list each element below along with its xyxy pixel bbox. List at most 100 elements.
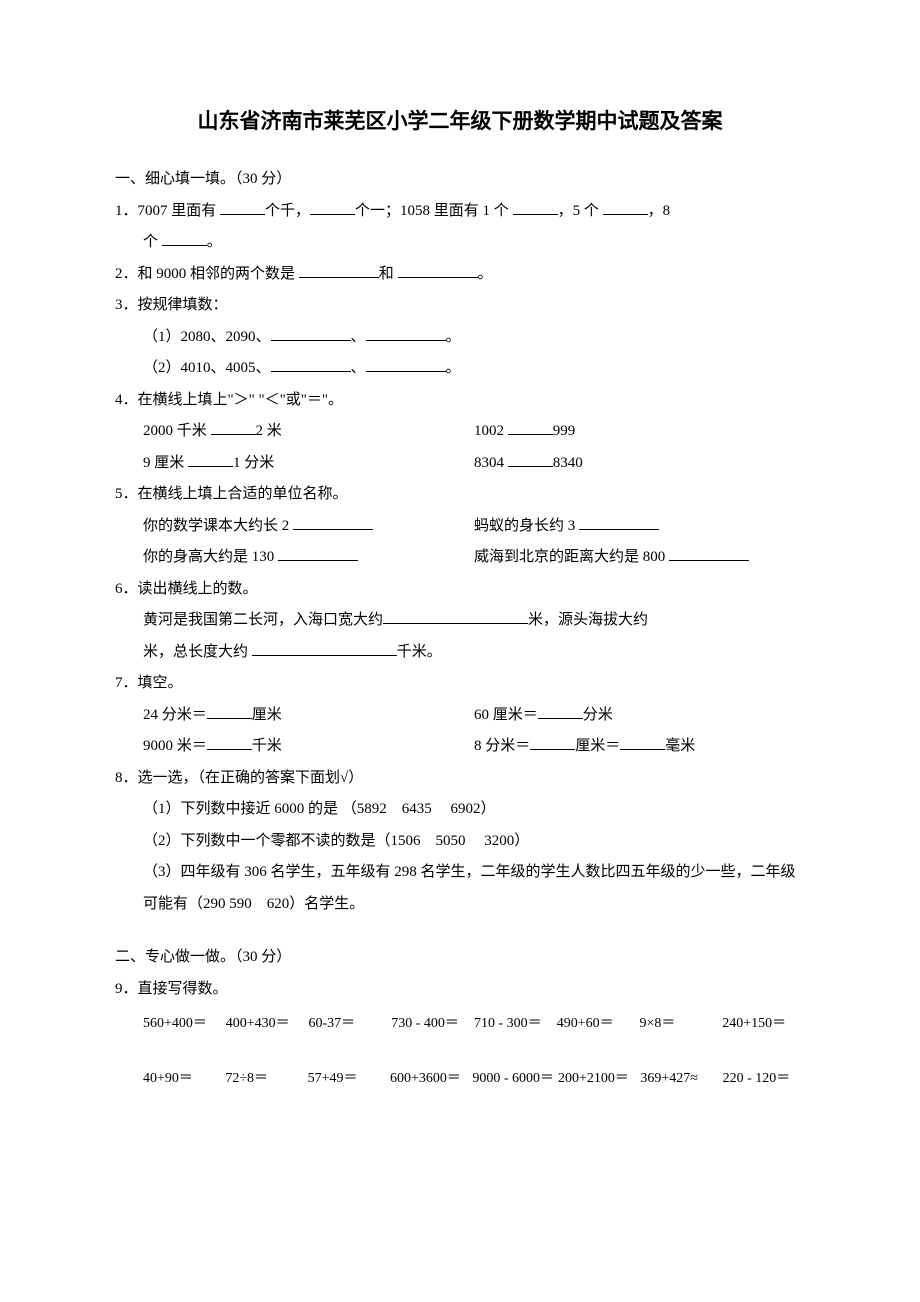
q3-s2: （2）4010、4005、 xyxy=(143,360,271,376)
calc-cell: 220 ‐ 120＝ xyxy=(723,1064,805,1093)
q3-num: 3． xyxy=(115,297,138,313)
blank xyxy=(220,200,265,215)
q5-r2a: 你的身高大约是 130 xyxy=(143,549,278,565)
blank xyxy=(207,735,252,750)
calc-cell: 730 ‐ 400＝ xyxy=(391,1009,474,1038)
q8-head: 选一选，（在正确的答案下面划√） xyxy=(138,770,364,786)
q4-r1a2: 2 米 xyxy=(256,423,282,439)
q4-r1b2: 999 xyxy=(553,423,576,439)
q8-s1: （1）下列数中接近 6000 的是 （5892 6435 6902） xyxy=(115,794,805,826)
blank xyxy=(293,515,373,530)
q7-r2b: 8 分米＝ xyxy=(474,738,530,754)
q4-r2a: 9 厘米 xyxy=(143,455,188,471)
calc-cell: 9×8＝ xyxy=(640,1009,723,1038)
q1-p1: 7007 里面有 xyxy=(138,203,221,219)
q3-head: 按规律填数： xyxy=(138,297,228,313)
q1-num: 1． xyxy=(115,203,138,219)
blank xyxy=(513,200,558,215)
q7-r2b3: 毫米 xyxy=(665,738,695,754)
q7-r2b2: 厘米＝ xyxy=(575,738,620,754)
section2-header: 二、专心做一做。（30 分） xyxy=(115,942,805,974)
question-6: 6．读出横线上的数。 黄河是我国第二长河，入海口宽大约米，源头海拔大约 米，总长… xyxy=(115,574,805,669)
calc-cell: 240+150＝ xyxy=(722,1009,805,1038)
q1-p4: ，5 个 xyxy=(558,203,603,219)
q7-r1b2: 分米 xyxy=(583,707,613,723)
calc-cell: 400+430＝ xyxy=(226,1009,309,1038)
blank xyxy=(669,546,749,561)
q5-r1b: 蚂蚁的身长约 3 xyxy=(474,518,579,534)
question-2: 2．和 9000 相邻的两个数是 和 。 xyxy=(115,259,805,291)
calc-cell: 200+2100＝ xyxy=(558,1064,640,1093)
q7-r1a2: 厘米 xyxy=(252,707,282,723)
q6-p1: 黄河是我国第二长河，入海口宽大约 xyxy=(143,612,383,628)
q1-p5: ，8 xyxy=(648,203,671,219)
blank xyxy=(252,641,397,656)
q4-r2b: 8304 xyxy=(474,455,508,471)
q2-num: 2． xyxy=(115,266,138,282)
q6-p4: 千米。 xyxy=(397,644,442,660)
q4-r1a: 2000 千米 xyxy=(143,423,211,439)
q9-num: 9． xyxy=(115,981,138,997)
blank xyxy=(310,200,355,215)
calc-cell: 72÷8＝ xyxy=(225,1064,307,1093)
q4-r2b2: 8340 xyxy=(553,455,583,471)
calc-row-1: 560+400＝ 400+430＝ 60‐37＝ 730 ‐ 400＝ 710 … xyxy=(143,1009,805,1038)
question-1: 1．7007 里面有 个千，个一；1058 里面有 1 个 ，5 个 ，8 个 … xyxy=(115,196,805,259)
blank xyxy=(366,357,446,372)
calc-cell: 369+427≈ xyxy=(640,1064,722,1093)
q5-num: 5． xyxy=(115,486,138,502)
blank xyxy=(271,357,351,372)
q6-p2: 米，源头海拔大约 xyxy=(528,612,648,628)
q3-s2b: 、 xyxy=(351,360,366,376)
question-8: 8．选一选，（在正确的答案下面划√） （1）下列数中接近 6000 的是 （58… xyxy=(115,763,805,921)
blank xyxy=(366,326,446,341)
q8-s2: （2）下列数中一个零都不读的数是（1506 5050 3200） xyxy=(115,826,805,858)
q4-r2a2: 1 分米 xyxy=(233,455,274,471)
calc-cell: 560+400＝ xyxy=(143,1009,226,1038)
blank xyxy=(538,704,583,719)
q2-p1: 和 9000 相邻的两个数是 xyxy=(138,266,299,282)
calc-cell: 710 ‐ 300＝ xyxy=(474,1009,557,1038)
blank xyxy=(620,735,665,750)
q6-num: 6． xyxy=(115,581,138,597)
q3-s2c: 。 xyxy=(446,360,461,376)
q1-p7: 。 xyxy=(207,234,222,250)
blank xyxy=(278,546,358,561)
section1-header: 一、细心填一填。（30 分） xyxy=(115,164,805,196)
blank xyxy=(188,452,233,467)
blank xyxy=(508,420,553,435)
q8-s3: （3）四年级有 306 名学生，五年级有 298 名学生，二年级的学生人数比四五… xyxy=(115,857,805,920)
q2-p3: 。 xyxy=(478,266,493,282)
q4-num: 4． xyxy=(115,392,138,408)
q7-r2a2: 千米 xyxy=(252,738,282,754)
blank xyxy=(603,200,648,215)
q5-r1a: 你的数学课本大约长 2 xyxy=(143,518,293,534)
q7-r1a: 24 分米＝ xyxy=(143,707,207,723)
document-title: 山东省济南市莱芜区小学二年级下册数学期中试题及答案 xyxy=(115,100,805,144)
blank xyxy=(398,263,478,278)
question-3: 3．按规律填数： （1）2080、2090、、。 （2）4010、4005、、。 xyxy=(115,290,805,385)
q1-p6: 个 xyxy=(143,234,162,250)
blank xyxy=(383,609,528,624)
q7-r2a: 9000 米＝ xyxy=(143,738,207,754)
blank xyxy=(207,704,252,719)
question-5: 5．在横线上填上合适的单位名称。 你的数学课本大约长 2 蚂蚁的身长约 3 你的… xyxy=(115,479,805,574)
q4-r1b: 1002 xyxy=(474,423,508,439)
q7-num: 7． xyxy=(115,675,138,691)
q5-r2b: 威海到北京的距离大约是 800 xyxy=(474,549,669,565)
question-4: 4．在横线上填上"＞" "＜"或"＝"。 2000 千米 2 米 1002 99… xyxy=(115,385,805,480)
q1-p3: 个一；1058 里面有 1 个 xyxy=(355,203,513,219)
blank xyxy=(508,452,553,467)
q6-head: 读出横线上的数。 xyxy=(138,581,258,597)
q2-p2: 和 xyxy=(379,266,398,282)
q4-head: 在横线上填上"＞" "＜"或"＝"。 xyxy=(138,392,344,408)
q1-p2: 个千， xyxy=(265,203,310,219)
blank xyxy=(162,231,207,246)
q3-s1c: 。 xyxy=(446,329,461,345)
blank xyxy=(299,263,379,278)
q5-head: 在横线上填上合适的单位名称。 xyxy=(138,486,348,502)
blank xyxy=(530,735,575,750)
q8-num: 8． xyxy=(115,770,138,786)
q7-r1b: 60 厘米＝ xyxy=(474,707,538,723)
q7-head: 填空。 xyxy=(138,675,183,691)
